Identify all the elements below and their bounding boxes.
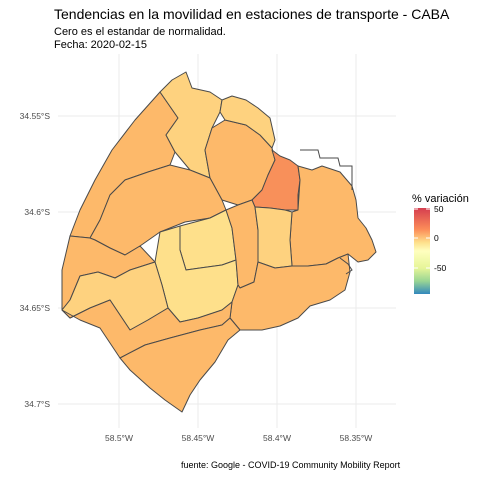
x-tick: 58.5°W (105, 433, 133, 443)
comuna-2 (219, 95, 276, 149)
legend-tick: -50 (434, 263, 447, 273)
legend-title: % variación (412, 193, 469, 205)
map-title: Tendencias en la movilidad en estaciones… (54, 6, 450, 22)
x-tick: 58.35°W (340, 433, 373, 443)
x-tick: 58.45°W (182, 433, 215, 443)
source-caption: fuente: Google - COVID-19 Community Mobi… (181, 460, 401, 470)
x-tick: 58.4°W (263, 433, 291, 443)
port-docks (300, 149, 353, 275)
legend-tick: 50 (434, 204, 444, 214)
legend-colorbar (414, 208, 430, 294)
subtitle-normality-note: Cero es el estandar de normalidad. (54, 26, 226, 38)
y-tick: 34.6°S (24, 207, 50, 217)
y-axis: 34.55°S 34.6°S 34.65°S 34.7°S (20, 111, 51, 409)
comuna-8b (119, 317, 241, 413)
legend-tick: 0 (434, 233, 439, 243)
y-tick: 34.7°S (24, 399, 50, 409)
comunas (61, 71, 377, 413)
comuna-4 (289, 165, 377, 267)
legend: % variación 50 0 -50 (412, 193, 469, 294)
comuna-3 (254, 206, 293, 269)
map-subtitle: Cero es el estandar de normalidad. Fecha… (54, 26, 226, 52)
subtitle-date: Fecha: 2020-02-15 (54, 39, 147, 51)
comuna-4b (229, 253, 351, 331)
y-tick: 34.55°S (20, 111, 51, 121)
x-axis: 58.5°W 58.45°W 58.4°W 58.35°W (105, 433, 372, 443)
y-tick: 34.65°S (20, 303, 51, 313)
